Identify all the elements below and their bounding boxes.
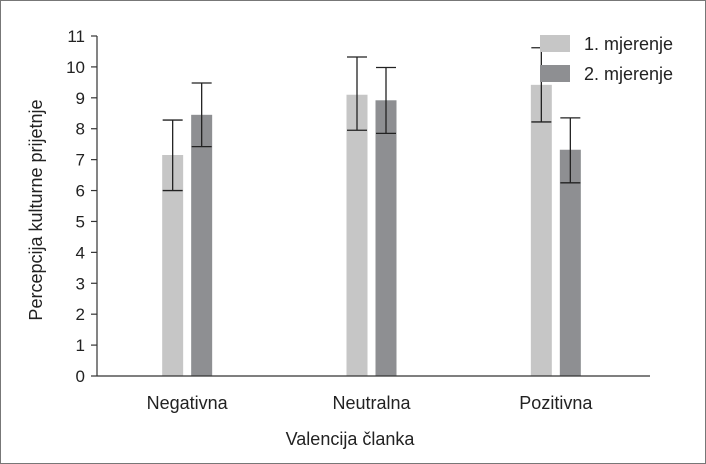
x-axis-labels: Negativna Neutralna Pozitivna [147,393,594,413]
y-tick-label: 5 [76,212,85,231]
y-tick-label: 6 [76,182,85,201]
y-tick-label: 11 [67,27,85,46]
y-tick-label: 10 [66,58,85,77]
bar-2-neutralna [375,100,397,377]
y-axis-title: Percepcija kulturne prijetnje [26,99,46,320]
legend-swatch [540,35,570,52]
x-category-label: Pozitivna [519,393,593,413]
bar-1-pozitivna [530,84,552,376]
y-tick-label: 3 [76,274,85,293]
y-tick-label: 0 [76,367,85,386]
y-tick-label: 8 [76,120,85,139]
x-category-label: Neutralna [332,393,411,413]
bar-2-negativna [191,114,213,377]
y-tick-label: 9 [76,89,85,108]
y-tick-label: 7 [76,151,85,170]
x-axis-title: Valencija članka [286,429,416,449]
y-tick-label: 4 [76,243,85,262]
bar-2-pozitivna [559,149,581,376]
legend-label: 2. mjerenje [584,64,673,84]
legend-swatch [540,65,570,82]
legend-label: 1. mjerenje [584,34,673,54]
x-category-label: Negativna [147,393,229,413]
bars [162,84,581,377]
bar-1-neutralna [346,94,368,377]
y-tick-label: 2 [76,305,85,324]
bar-1-negativna [162,155,184,376]
y-tick-label: 1 [76,336,85,355]
legend: 1. mjerenje 2. mjerenje [540,34,673,84]
y-axis-ticks: 0 1 2 3 4 5 6 7 8 9 10 11 [66,27,97,386]
error-bars [162,47,581,192]
